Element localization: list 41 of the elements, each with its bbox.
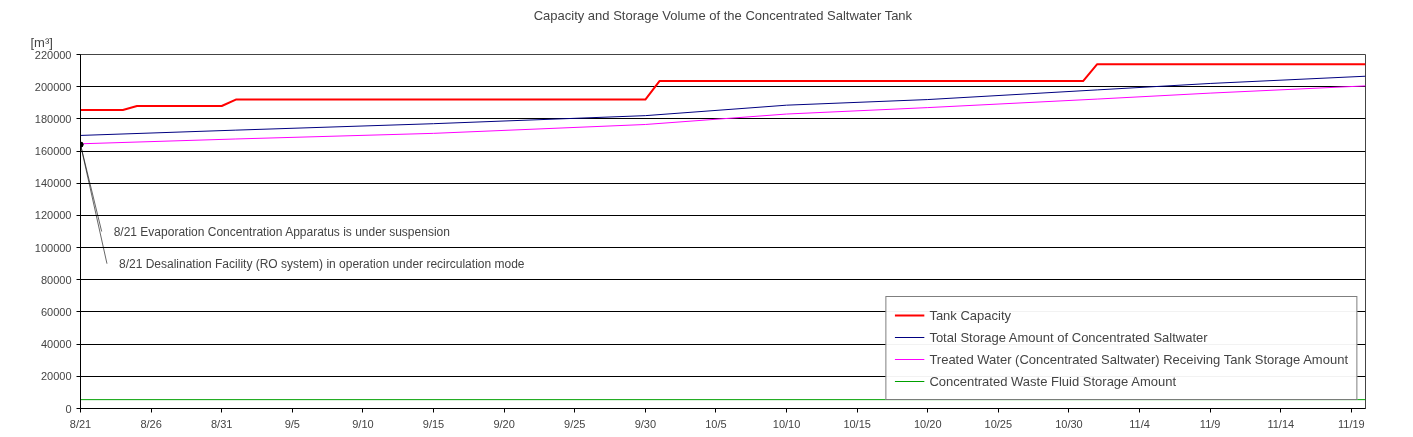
y-tick-label: 220000 <box>34 48 72 61</box>
legend-label: Treated Water (Concentrated Saltwater) Receiving Tank Storage Amount <box>929 351 1348 367</box>
x-tick-label: 8/26 <box>140 417 162 430</box>
y-tick-label: 120000 <box>34 209 72 222</box>
legend-label: Tank Capacity <box>929 307 1012 323</box>
y-tick-label: 200000 <box>34 80 72 93</box>
legend-label: Total Storage Amount of Concentrated Saltwater <box>929 329 1208 345</box>
chart-title: Capacity and Storage Volume of the Concentrated Saltwater Tank <box>533 7 913 23</box>
annotation: 8/21 Desalination Facility (RO system) in operation under recirculation mode <box>118 256 525 271</box>
x-tick-label: 9/20 <box>493 417 515 430</box>
x-tick-label: 8/21 <box>69 417 92 430</box>
y-tick-label: 100000 <box>34 241 72 254</box>
x-tick-label: 10/10 <box>772 417 801 430</box>
x-tick-label: 11/19 <box>1338 417 1365 430</box>
y-tick-label: 60000 <box>40 305 72 318</box>
y-tick-label: 180000 <box>34 112 72 125</box>
y-tick-label: 80000 <box>40 273 72 286</box>
y-tick-label: 40000 <box>40 338 72 351</box>
x-tick-label: 11/4 <box>1129 417 1150 430</box>
x-tick-label: 10/15 <box>843 417 871 430</box>
annotation: 8/21 Evaporation Concentration Apparatus is under suspension <box>113 224 450 239</box>
x-tick-label: 11/14 <box>1267 417 1295 430</box>
x-tick-label: 9/10 <box>352 417 374 430</box>
y-tick-label: 140000 <box>34 177 72 190</box>
x-tick-label: 9/15 <box>422 417 445 430</box>
x-tick-label: 10/5 <box>705 417 727 430</box>
y-tick-label: 0 <box>65 402 72 415</box>
x-tick-label: 9/5 <box>284 417 300 430</box>
x-tick-label: 8/31 <box>211 417 233 430</box>
x-tick-label: 10/30 <box>1055 417 1083 430</box>
line-series <box>80 75 1366 136</box>
x-tick-label: 10/20 <box>913 417 942 430</box>
x-tick-label: 11/9 <box>1199 417 1221 430</box>
x-tick-label: 9/25 <box>564 417 586 430</box>
y-axis-title: [m³] <box>30 34 53 50</box>
y-tick-label: 20000 <box>40 370 72 383</box>
x-tick-label: 10/25 <box>984 417 1013 430</box>
y-tick-label: 160000 <box>34 145 72 158</box>
legend-label: Concentrated Waste Fluid Storage Amount <box>929 373 1177 389</box>
x-tick-label: 9/30 <box>634 417 657 430</box>
line-series <box>80 63 1366 112</box>
